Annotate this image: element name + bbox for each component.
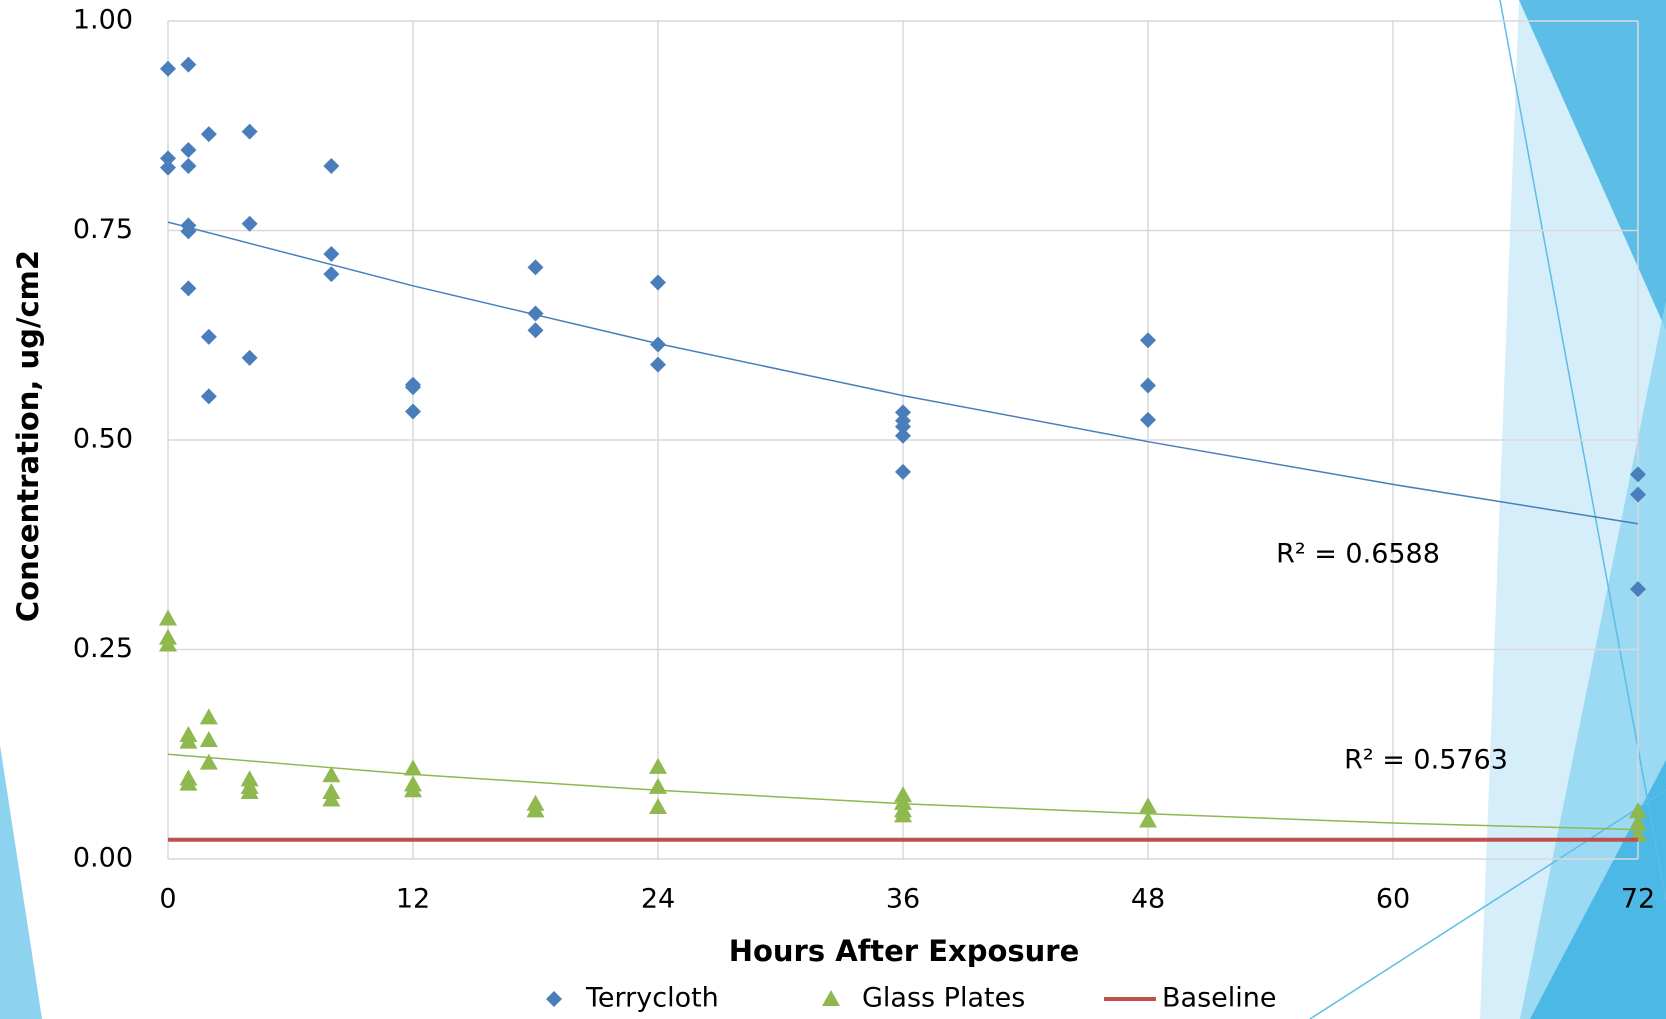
y-axis-title: Concentration, ug/cm2 — [11, 250, 45, 622]
point — [1139, 811, 1157, 828]
decor-shape — [1530, 760, 1666, 1019]
point — [159, 609, 177, 626]
decor-shape — [0, 745, 42, 1019]
y-tick-label: 0.25 — [73, 633, 133, 664]
point — [322, 766, 341, 783]
point — [180, 157, 197, 174]
x-tick-label: 36 — [886, 884, 920, 915]
decor-shape — [1519, 0, 1666, 330]
point — [241, 215, 258, 232]
x-axis-title: Hours After Exposure — [729, 934, 1080, 968]
point — [1629, 802, 1647, 819]
point — [527, 259, 544, 276]
point — [179, 732, 198, 749]
point — [405, 379, 421, 396]
point — [895, 463, 911, 480]
point — [180, 280, 197, 297]
plot-area: 0.00 0.25 0.50 0.75 1.00 0 12 24 36 48 60 72 R² = 0.… — [73, 5, 1655, 915]
point — [895, 418, 911, 435]
x-tick-label: 24 — [641, 884, 675, 915]
point — [527, 322, 544, 339]
point — [527, 305, 544, 322]
point — [650, 336, 666, 353]
point — [650, 356, 666, 373]
point — [526, 801, 545, 818]
point — [179, 774, 198, 791]
point — [405, 403, 421, 420]
point — [649, 757, 667, 774]
point — [180, 142, 197, 159]
legend-marker — [546, 991, 562, 1007]
point — [160, 159, 176, 176]
point — [200, 328, 217, 345]
legend-label: Glass Plates — [862, 983, 1025, 1014]
y-tick-label: 0.50 — [73, 424, 133, 455]
point — [1630, 466, 1646, 483]
point — [1140, 377, 1156, 394]
point — [199, 731, 218, 748]
point — [200, 126, 217, 143]
trendline — [167, 221, 1639, 525]
point — [895, 404, 911, 421]
point — [241, 349, 258, 366]
point — [895, 427, 911, 444]
legend-item: Glass Plates — [822, 983, 1025, 1014]
legend-label: Baseline — [1162, 983, 1276, 1014]
point — [323, 245, 340, 262]
point — [323, 266, 340, 283]
point — [159, 635, 177, 652]
point — [240, 782, 259, 799]
point — [180, 56, 197, 73]
x-tick-label: 48 — [1131, 884, 1165, 915]
point — [1629, 814, 1647, 831]
legend-item: Terrycloth — [546, 983, 719, 1014]
point — [650, 274, 666, 291]
point — [649, 777, 667, 794]
x-tick-label: 72 — [1621, 884, 1655, 915]
point — [1629, 825, 1647, 842]
point — [1630, 486, 1646, 503]
point — [404, 759, 422, 776]
point — [160, 60, 176, 77]
point — [1630, 581, 1646, 598]
point — [322, 790, 341, 807]
y-tick-label: 0.00 — [73, 843, 133, 874]
point — [649, 798, 667, 815]
point — [199, 753, 218, 770]
r2-label: R² = 0.6588 — [1276, 539, 1440, 570]
point — [1139, 797, 1157, 814]
point — [404, 781, 422, 798]
point — [160, 150, 176, 167]
y-tick-label: 1.00 — [73, 5, 133, 36]
legend-label: Terrycloth — [585, 983, 719, 1014]
x-tick-label: 0 — [159, 884, 176, 915]
legend-item: Baseline — [1104, 983, 1276, 1014]
legend-marker — [822, 990, 840, 1006]
y-tick-label: 0.75 — [73, 214, 133, 245]
point — [241, 123, 258, 140]
point — [1140, 411, 1156, 428]
point — [180, 223, 197, 240]
point — [199, 708, 218, 725]
x-tick-label: 12 — [396, 884, 430, 915]
point — [323, 157, 340, 174]
point — [894, 806, 912, 823]
point — [1140, 332, 1156, 349]
r2-label: R² = 0.5763 — [1344, 745, 1508, 776]
x-tick-label: 60 — [1376, 884, 1410, 915]
point — [200, 388, 217, 405]
